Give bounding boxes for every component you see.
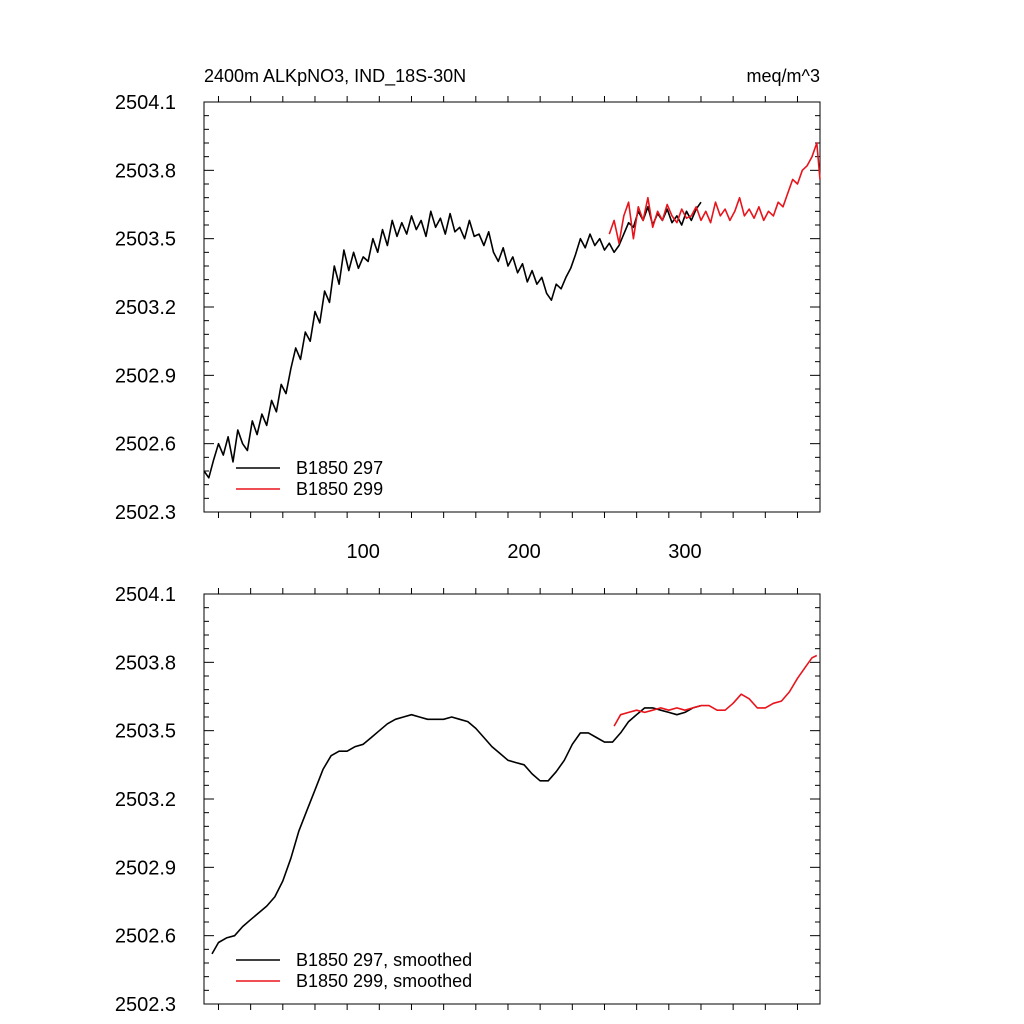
- chart-title: 2400m ALKpNO3, IND_18S-30N: [204, 66, 466, 87]
- units-label: meq/m^3: [747, 66, 820, 86]
- y-tick-label: 2502.3: [115, 502, 176, 524]
- plot-frame: [203, 101, 821, 513]
- x-tick-label: 300: [668, 541, 701, 563]
- y-tick-label: 2504.1: [115, 92, 176, 114]
- y-tick-label: 2503.5: [115, 229, 176, 251]
- y-tick-label: 2502.9: [115, 365, 176, 387]
- panel-raw: 2502.3 2502.6 2502.9 2503.2 2503.5 2503.8 2504…: [115, 92, 821, 563]
- series-line: [608, 142, 821, 244]
- y-tick-label: 2502.9: [115, 857, 176, 879]
- y-tick-label: 2503.2: [115, 297, 176, 319]
- y-tick-label: 2503.8: [115, 652, 176, 674]
- series-line: [203, 201, 702, 479]
- x-tick-label: 100: [347, 541, 380, 563]
- y-tick-label: 2502.3: [115, 994, 176, 1016]
- y-tick-label: 2504.1: [115, 584, 176, 606]
- y-tick-label: 2503.2: [115, 789, 176, 811]
- panel-smoothed: 2502.3 2502.6 2502.9 2503.2 2503.5 2503.8 2504…: [115, 584, 821, 1016]
- y-tick-label: 2503.8: [115, 160, 176, 182]
- plot-frame: [203, 593, 821, 1005]
- y-tick-label: 2502.6: [115, 926, 176, 948]
- legend-label: B1850 297, smoothed: [296, 950, 472, 970]
- y-tick-label: 2503.5: [115, 721, 176, 743]
- x-tick-label: 200: [507, 541, 540, 563]
- series-line: [613, 654, 818, 727]
- legend-label: B1850 299: [296, 479, 383, 499]
- y-tick-label: 2502.6: [115, 434, 176, 456]
- series-line: [211, 704, 702, 955]
- legend-label: B1850 299, smoothed: [296, 971, 472, 991]
- legend-label: B1850 297: [296, 458, 383, 478]
